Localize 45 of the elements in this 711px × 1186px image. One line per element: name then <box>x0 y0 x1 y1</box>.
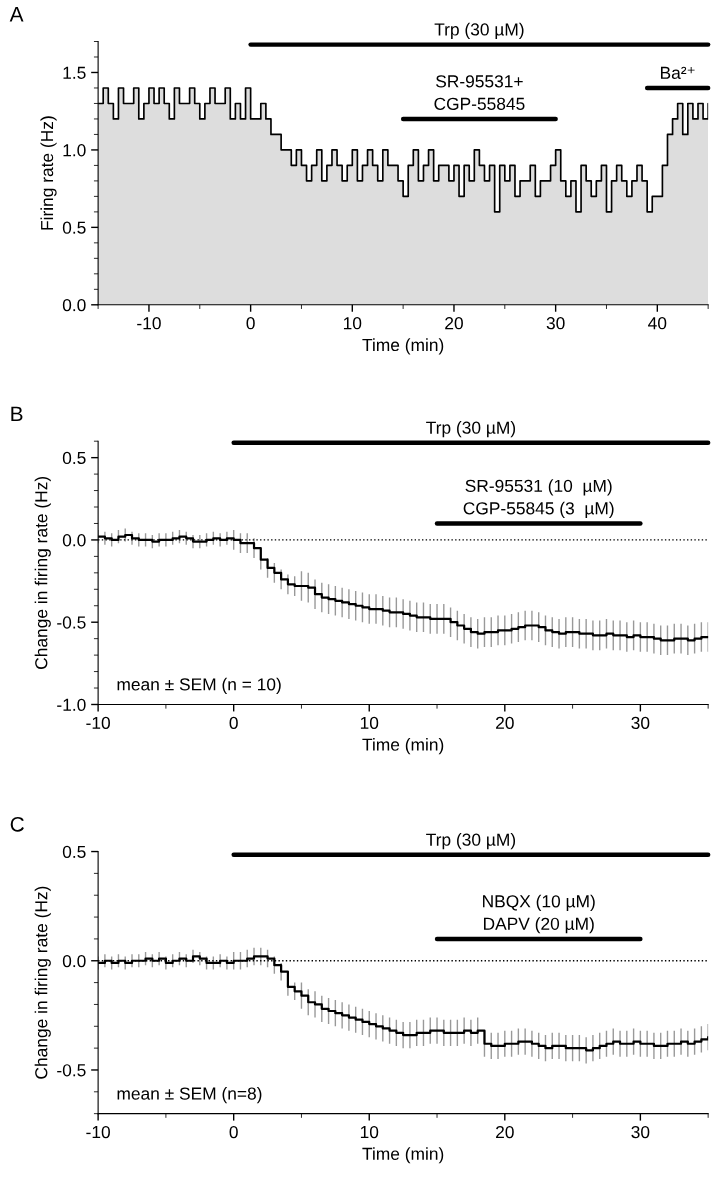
y-axis-title: Firing rate (Hz) <box>40 116 57 230</box>
x-tick-label: -10 <box>86 716 110 730</box>
x-tick-label: 0 <box>229 1125 238 1139</box>
x-tick-label: 0 <box>246 317 255 330</box>
y-tick-label: 1.5 <box>63 66 86 79</box>
y-tick-label: 1.0 <box>63 144 86 157</box>
y-axis-title: Change in firing rate (Hz) <box>34 476 51 669</box>
series-label: Trp (30 µM) <box>426 421 516 438</box>
y-tick-label: 0.5 <box>62 221 86 234</box>
y-tick-label: 0.0 <box>62 954 86 968</box>
y-tick-label: -0.5 <box>57 1064 86 1077</box>
x-tick-label: 20 <box>496 1125 514 1139</box>
x-tick-label: 10 <box>360 1125 379 1139</box>
series-label: NBQX (10 µM) DAPV (20 µM) <box>483 894 595 934</box>
x-tick-label: 20 <box>445 317 463 330</box>
chart-title: A <box>9 7 24 22</box>
x-tick-label: 10 <box>360 716 379 730</box>
x-tick-label: -10 <box>137 317 161 330</box>
x-tick-label: -10 <box>86 1125 110 1139</box>
y-tick-label: 0.5 <box>62 845 86 859</box>
y-tick-label: 0.0 <box>62 298 86 312</box>
series-label: Trp (30 µM) <box>426 833 516 850</box>
series-label: SR-95531 (10 µM) CGP-55845 (3 µM) <box>463 479 614 518</box>
y-tick-label: -1.0 <box>57 698 86 711</box>
x-tick-label: 30 <box>631 716 650 730</box>
x-axis-title: Time (min) <box>362 738 444 755</box>
x-axis-title: Time (min) <box>362 338 444 355</box>
y-axis-title: Change in firing rate (Hz) <box>34 886 51 1079</box>
annotation: mean ± SEM (n=8) <box>117 1086 262 1104</box>
x-tick-label: 30 <box>631 1125 650 1139</box>
x-axis-title: Time (min) <box>362 1147 444 1164</box>
chart-title: C <box>10 816 24 832</box>
y-tick-label: 0.5 <box>62 451 86 465</box>
x-tick-label: 10 <box>343 317 362 330</box>
x-tick-label: 20 <box>496 716 514 730</box>
y-tick-label: 0.0 <box>62 534 86 547</box>
series-label: SR-95531+ CGP-55845 <box>434 75 525 110</box>
x-tick-label: 0 <box>229 716 238 730</box>
x-tick-label: 30 <box>546 317 565 330</box>
series-label: Ba²⁺ <box>660 66 695 79</box>
series-label: Trp (30 µM) <box>434 22 524 40</box>
y-tick-label: -0.5 <box>57 616 86 629</box>
chart-title: B <box>11 406 23 422</box>
annotation: mean ± SEM (n = 10) <box>117 677 281 694</box>
x-tick-label: 40 <box>648 317 667 330</box>
